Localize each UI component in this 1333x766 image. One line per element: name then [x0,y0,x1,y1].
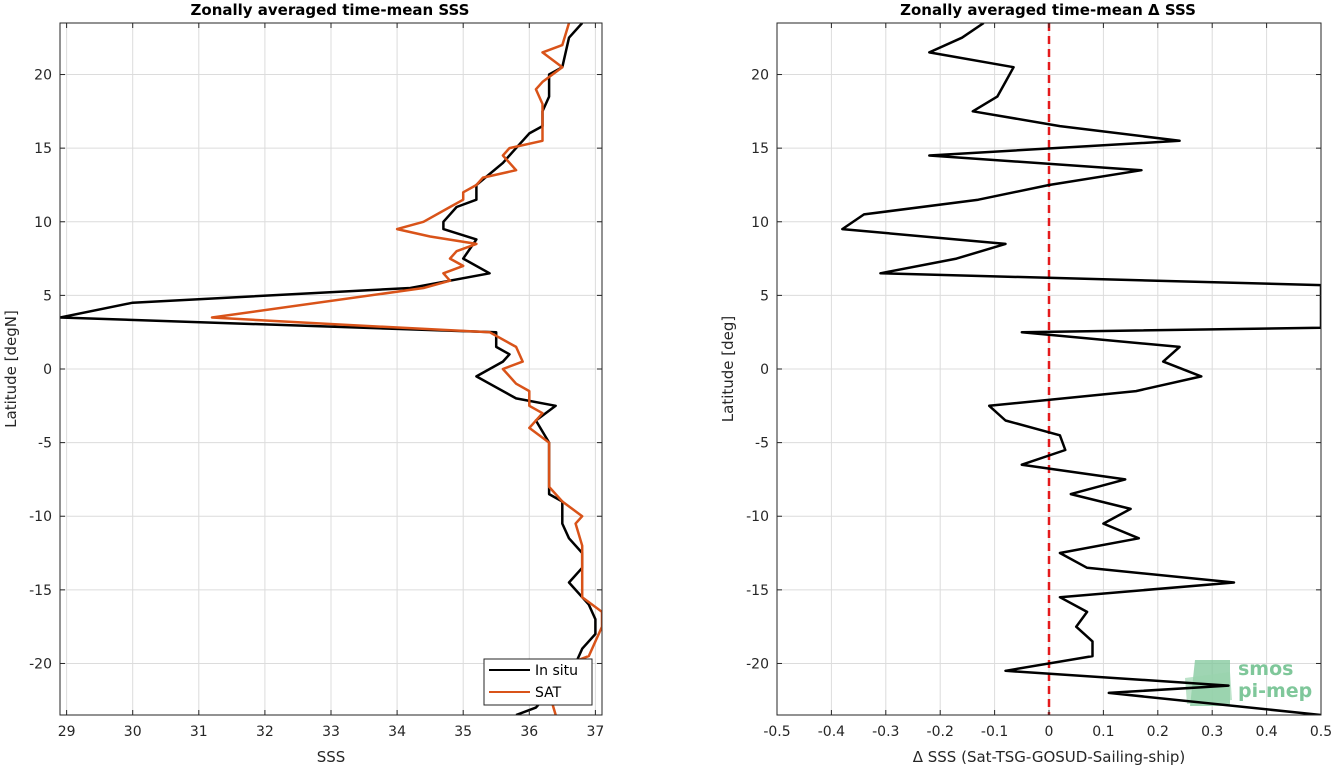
y-tick-label: 20 [751,68,769,84]
y-tick-label: 0 [760,362,769,378]
x-tick-label: -0.2 [927,724,954,740]
x-tick-label: 35 [454,724,472,740]
right-x-axis-label: Δ SSS (Sat-TSG-GOSUD-Sailing-ship) [913,748,1186,766]
series-line-delta-sss [841,23,1321,715]
logo-text-smos: smos [1238,658,1293,680]
legend: In situ SAT [483,658,593,706]
y-tick-label: 10 [751,215,769,231]
x-tick-label: 29 [58,724,76,740]
y-tick-label: 0 [43,362,52,378]
legend-label-in-situ: In situ [535,663,578,679]
x-tick-label: 36 [520,724,538,740]
y-tick-label: 15 [751,141,769,157]
legend-box [483,658,593,706]
left-grid [60,23,602,715]
left-panel: Zonally averaged time-mean SSS 29 30 31 32 3… [2,1,604,766]
x-tick-label: 31 [190,724,208,740]
right-chart-title: Zonally averaged time-mean Δ SSS [900,1,1196,19]
y-tick-label: -15 [29,583,52,599]
x-tick-label: -0.4 [818,724,845,740]
y-tick-label: -15 [746,583,769,599]
y-tick-label: -10 [29,509,52,525]
y-tick-label: 20 [34,68,52,84]
legend-label-sat: SAT [535,685,562,701]
x-tick-label: 0.2 [1147,724,1169,740]
left-ticks: 29 30 31 32 33 34 35 36 37 -20 -15 -10 -5 0 5 10 15 20 [29,23,604,740]
y-tick-label: -20 [746,656,769,672]
series-line-sat [210,23,602,715]
right-ticks: -0.5 -0.4 -0.3 -0.2 -0.1 0 0.1 0.2 0.3 0.4 0.5 -20 -… [746,23,1332,740]
x-tick-label: -0.3 [872,724,899,740]
y-tick-label: -5 [38,436,52,452]
logo-text-pi-mep: pi-mep [1238,680,1312,702]
x-tick-label: -0.1 [981,724,1008,740]
left-chart-title: Zonally averaged time-mean SSS [191,1,470,19]
y-tick-label: 15 [34,141,52,157]
x-tick-label: 0.3 [1201,724,1223,740]
x-tick-label: 0.4 [1255,724,1277,740]
y-tick-label: -10 [746,509,769,525]
x-tick-label: 0.1 [1092,724,1114,740]
y-tick-label: 5 [760,288,769,304]
smos-pi-mep-logo: smos pi-mep [1185,658,1312,706]
x-tick-label: 33 [322,724,340,740]
x-tick-label: 30 [124,724,142,740]
y-tick-label: 5 [43,288,52,304]
right-series [841,23,1321,715]
left-series [60,23,602,715]
y-tick-label: 10 [34,215,52,231]
y-tick-label: -20 [29,656,52,672]
x-tick-label: 0.5 [1310,724,1332,740]
left-y-axis-label: Latitude [degN] [2,310,20,428]
x-tick-label: -0.5 [763,724,790,740]
x-tick-label: 34 [388,724,406,740]
right-panel: Zonally averaged time-mean Δ SSS smos pi… [719,1,1332,766]
x-tick-label: 37 [586,724,604,740]
x-tick-label: 32 [256,724,274,740]
left-x-axis-label: SSS [317,748,346,766]
right-y-axis-label: Latitude [deg] [719,316,737,422]
y-tick-label: -5 [755,436,769,452]
x-tick-label: 0 [1045,724,1054,740]
